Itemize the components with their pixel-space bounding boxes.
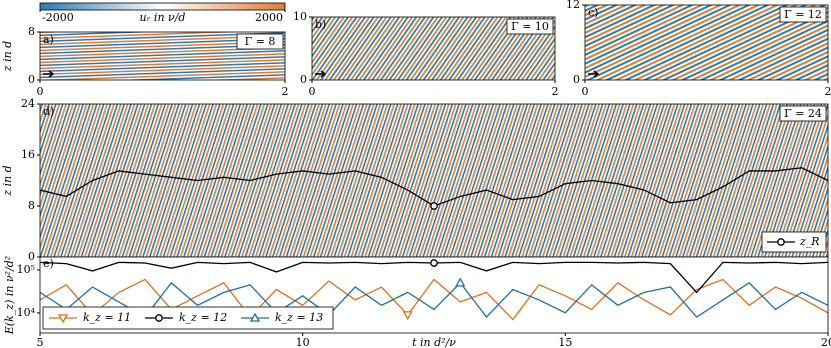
y-tick-label: 8 xyxy=(28,25,35,38)
y-tick-label: 10 xyxy=(293,10,307,23)
marker xyxy=(430,202,438,210)
panel-label: b) xyxy=(315,18,326,31)
x-tick-label: 0 xyxy=(309,85,316,98)
legend-label: z_R xyxy=(799,235,820,248)
marker xyxy=(402,311,413,321)
y-axis-label: z in d xyxy=(1,41,14,72)
legend-marker xyxy=(57,314,69,324)
direction-arrow xyxy=(43,70,55,78)
colorbar-tick-label: -2000 xyxy=(42,11,74,24)
x-tick-label: 15 xyxy=(558,336,572,348)
y-tick-label: 0 xyxy=(300,73,307,86)
colorbar xyxy=(39,2,286,11)
x-tick-label: 0 xyxy=(582,85,589,98)
y-axis-label: z in d xyxy=(1,165,14,196)
direction-arrow xyxy=(588,70,600,78)
annotation-box xyxy=(779,105,827,122)
panel-label: a) xyxy=(43,33,54,46)
legend-marker xyxy=(155,314,163,322)
panel-label: c) xyxy=(588,6,598,19)
frame xyxy=(311,16,556,81)
legend-box xyxy=(42,306,334,330)
y-tick-label: 10⁵ xyxy=(17,263,35,276)
line-series xyxy=(39,281,829,319)
y-axis-label: E(k_z) in ν²/d² xyxy=(3,256,16,335)
marker xyxy=(455,277,466,287)
frame xyxy=(39,31,286,81)
x-tick-label: 0 xyxy=(37,85,44,98)
y-tick-label: 24 xyxy=(21,97,35,110)
annotation-box xyxy=(779,6,827,23)
annotation-box xyxy=(236,33,284,50)
annotation-box xyxy=(506,18,554,35)
y-tick-label: 10⁴ xyxy=(17,306,36,319)
x-tick-label: 10 xyxy=(296,336,310,348)
annotation: Γ = 12 xyxy=(784,8,822,21)
annotation: Γ = 10 xyxy=(511,20,549,33)
panel-label: d) xyxy=(43,105,54,118)
legend-label: k_z = 12 xyxy=(179,311,227,324)
y-tick-label: 8 xyxy=(28,199,35,212)
legend-label: k_z = 11 xyxy=(83,311,131,324)
y-tick-label: 0 xyxy=(573,73,580,86)
annotation: Γ = 8 xyxy=(245,35,276,48)
frame xyxy=(584,4,829,81)
x-tick-label: 2 xyxy=(282,85,289,98)
legend-marker xyxy=(249,312,261,322)
x-tick-label: 5 xyxy=(37,336,44,348)
y-tick-label: 16 xyxy=(21,148,35,161)
field-image xyxy=(40,104,828,257)
colorbar-tick-label: 2000 xyxy=(255,11,283,24)
direction-arrow xyxy=(315,70,327,78)
x-axis-label: t in d²/ν xyxy=(412,336,456,348)
x-tick-label: 2 xyxy=(552,85,559,98)
annotation: Γ = 24 xyxy=(784,107,822,120)
legend-label: k_z = 13 xyxy=(275,311,323,324)
legend-marker xyxy=(777,238,785,246)
panel-label: e) xyxy=(43,257,54,270)
y-tick-label: 0 xyxy=(28,73,35,86)
x-tick-label: 20 xyxy=(821,336,831,348)
x-tick-label: 2 xyxy=(825,85,831,98)
colorbar-label: uᵣ in ν/d xyxy=(140,11,186,24)
frame xyxy=(39,256,829,334)
y-tick-label: 0 xyxy=(28,250,35,263)
y-tick-label: 12 xyxy=(566,0,580,11)
marker xyxy=(430,259,438,267)
